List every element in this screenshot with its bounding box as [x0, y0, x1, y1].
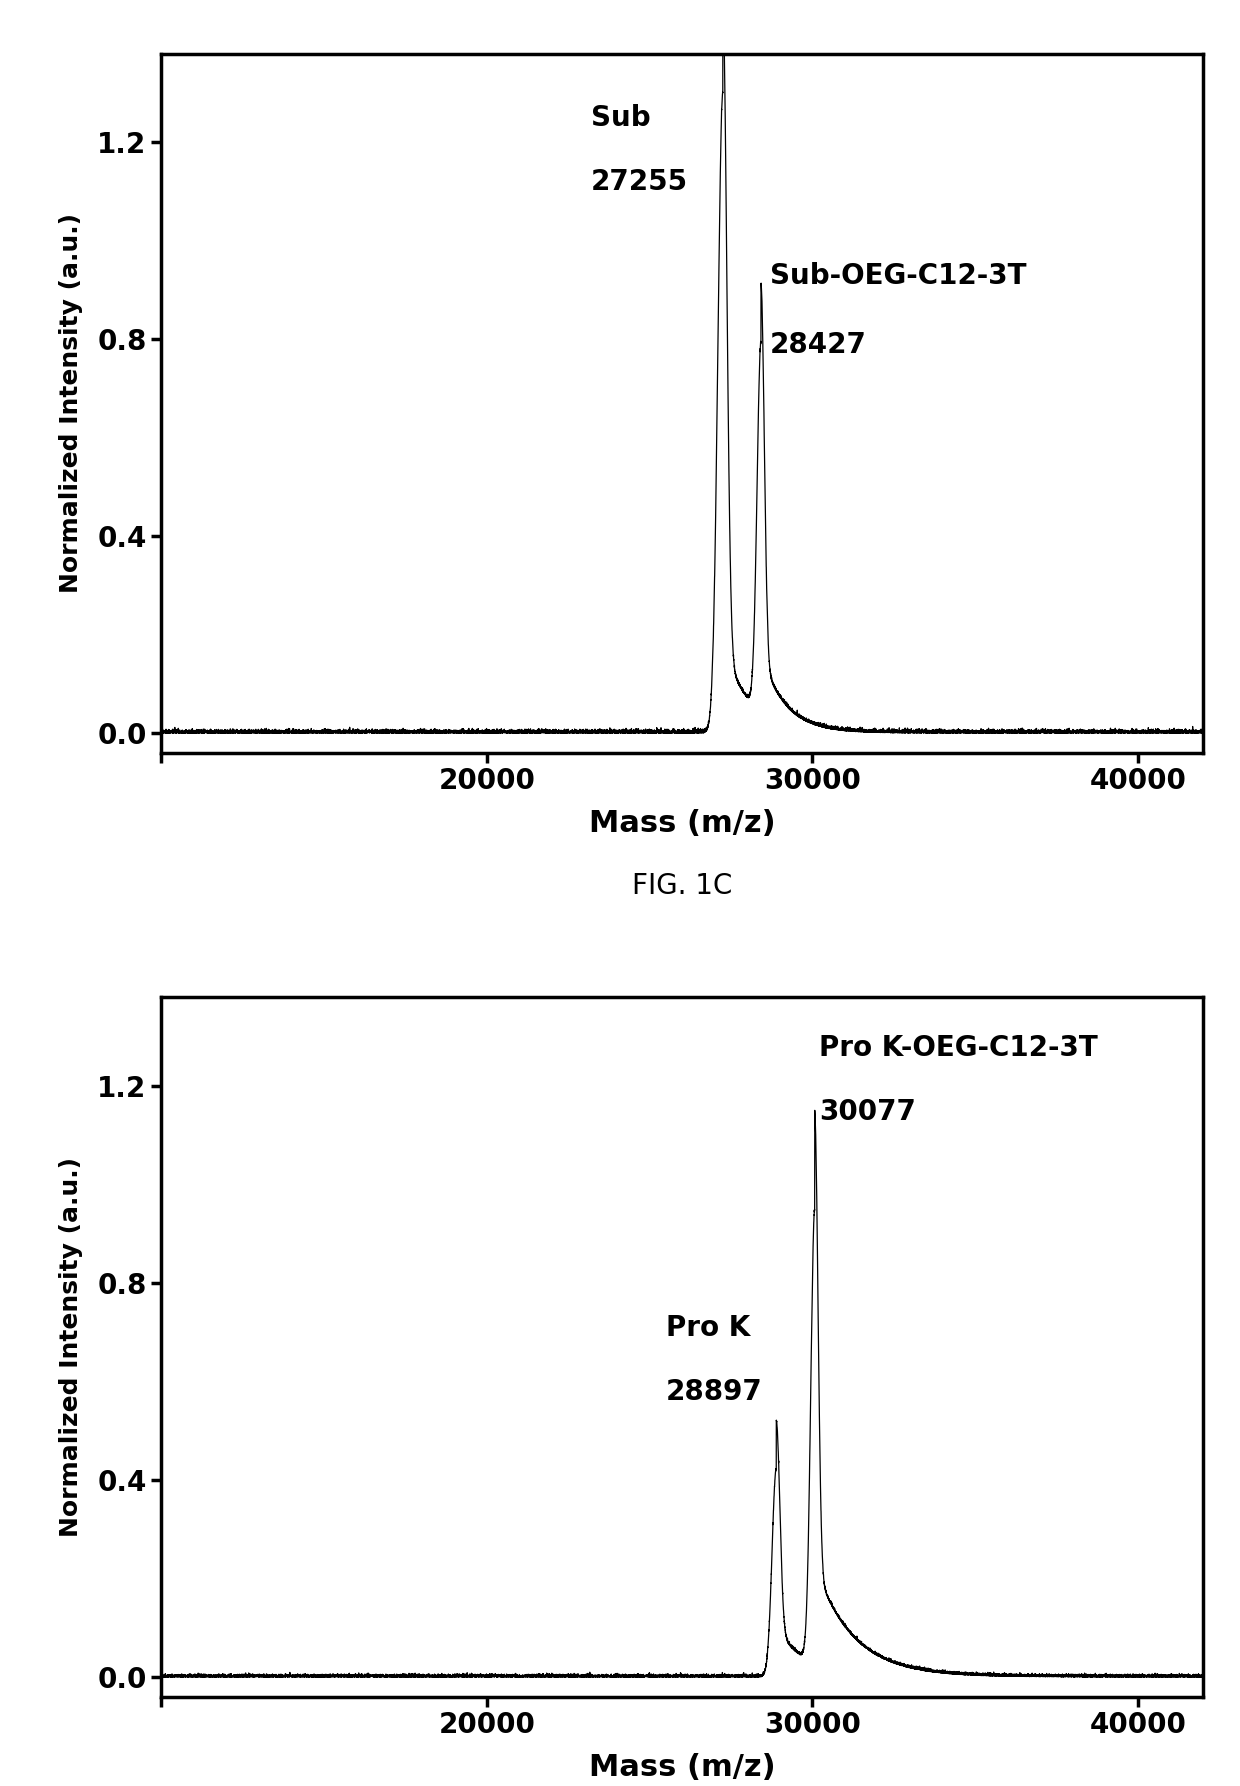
Y-axis label: Normalized Intensity (a.u.): Normalized Intensity (a.u.) [60, 1157, 83, 1538]
Y-axis label: Normalized Intensity (a.u.): Normalized Intensity (a.u.) [60, 213, 83, 593]
Text: Pro K-OEG-C12-3T: Pro K-OEG-C12-3T [818, 1034, 1097, 1061]
Text: FIG. 1C: FIG. 1C [632, 872, 732, 900]
Text: Sub-OEG-C12-3T: Sub-OEG-C12-3T [770, 263, 1027, 289]
X-axis label: Mass (m/z): Mass (m/z) [589, 809, 775, 838]
Text: Sub: Sub [590, 104, 651, 132]
Text: 27255: 27255 [590, 168, 688, 196]
Text: 30077: 30077 [818, 1098, 915, 1125]
Text: 28897: 28897 [666, 1379, 763, 1406]
Text: 28427: 28427 [770, 330, 867, 359]
Text: Pro K: Pro K [666, 1314, 750, 1341]
X-axis label: Mass (m/z): Mass (m/z) [589, 1754, 775, 1782]
